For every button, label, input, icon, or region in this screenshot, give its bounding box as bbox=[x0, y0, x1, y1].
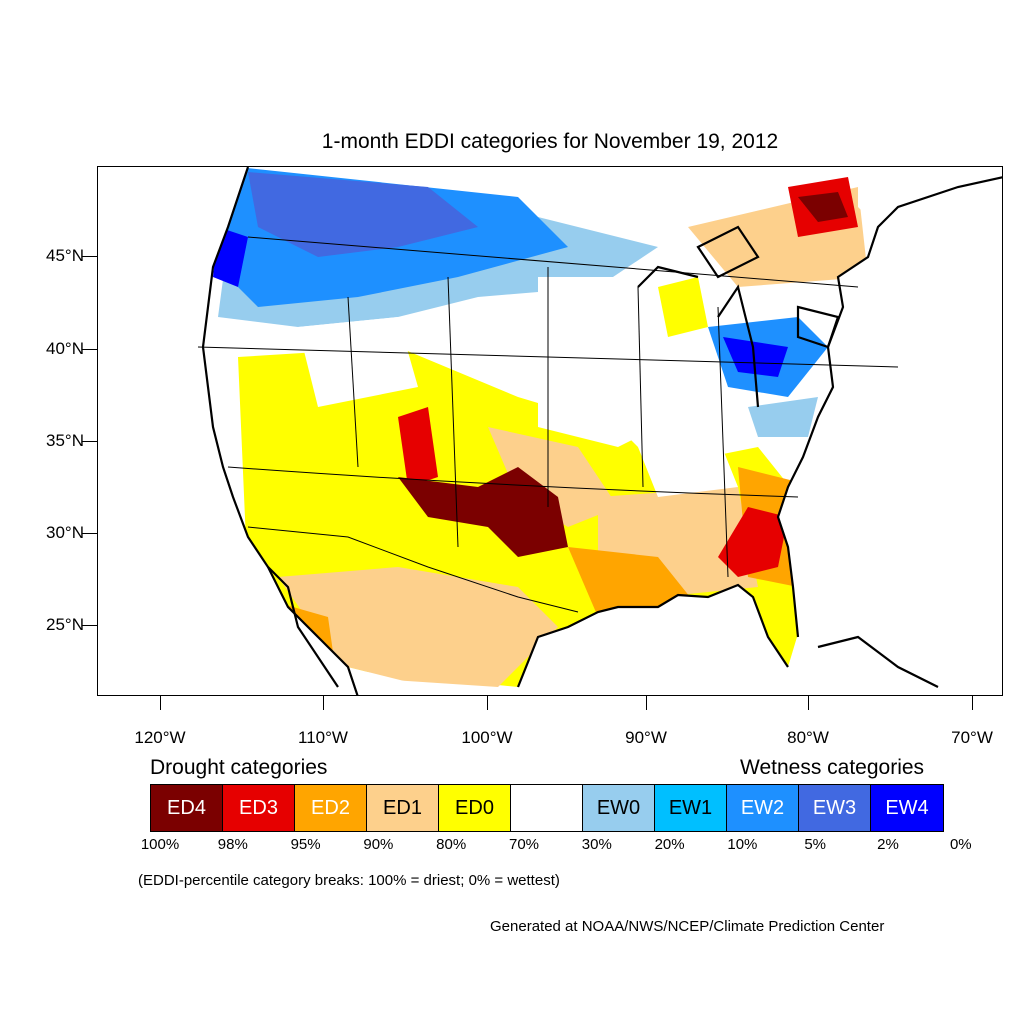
lat-label-30: 30°N bbox=[46, 523, 84, 542]
percentile-label: 70% bbox=[508, 836, 540, 853]
lon-label-100: 100°W bbox=[461, 728, 513, 747]
legend-box-ed0: ED0 bbox=[439, 785, 511, 831]
legend-box-ed1: ED1 bbox=[367, 785, 439, 831]
legend-box-ew2: EW2 bbox=[727, 785, 799, 831]
lon-label-110: 110°W bbox=[298, 728, 348, 747]
eddi-map bbox=[197, 167, 1002, 695]
lon-tick bbox=[323, 696, 324, 710]
legend-colorbar: ED4 ED3 ED2 ED1 ED0 EW0 EW1 EW2 EW3 EW4 bbox=[150, 784, 944, 832]
lon-tick bbox=[646, 696, 647, 710]
percentile-label: 30% bbox=[581, 836, 612, 853]
legend-box-ew0: EW0 bbox=[583, 785, 655, 831]
legend-box-ed4: ED4 bbox=[151, 785, 223, 831]
legend-box-ew3: EW3 bbox=[799, 785, 871, 831]
percentile-label: 100% bbox=[140, 836, 180, 853]
lat-tick bbox=[82, 441, 97, 442]
lon-label-70: 70°W bbox=[951, 728, 993, 747]
legend-box-ew4: EW4 bbox=[871, 785, 943, 831]
percentile-label: 95% bbox=[290, 836, 321, 853]
lat-label-40: 40°N bbox=[46, 339, 84, 358]
lon-tick bbox=[160, 696, 161, 710]
percentile-label: 2% bbox=[877, 836, 899, 853]
map-frame bbox=[97, 166, 1003, 696]
percentile-label: 80% bbox=[436, 836, 467, 853]
lon-label-80: 80°W bbox=[787, 728, 829, 747]
percentile-label: 10% bbox=[727, 836, 758, 853]
lat-label-25: 25°N bbox=[46, 615, 84, 634]
drought-heading: Drought categories bbox=[150, 756, 328, 779]
lon-label-120: 120°W bbox=[134, 728, 186, 747]
credit-line: Generated at NOAA/NWS/NCEP/Climate Predi… bbox=[490, 918, 885, 935]
lat-label-45: 45°N bbox=[46, 246, 84, 265]
lat-tick bbox=[82, 533, 97, 534]
map-title: 1-month EDDI categories for November 19,… bbox=[321, 130, 779, 153]
category-breaks-note: (EDDI-percentile category breaks: 100% =… bbox=[138, 872, 560, 889]
legend-box-ed3: ED3 bbox=[223, 785, 295, 831]
legend-box-normal bbox=[511, 785, 583, 831]
percentile-label: 20% bbox=[654, 836, 685, 853]
lat-tick bbox=[82, 625, 97, 626]
legend-box-ew1: EW1 bbox=[655, 785, 727, 831]
lon-label-90: 90°W bbox=[625, 728, 667, 747]
percentile-label: 0% bbox=[949, 836, 972, 853]
legend-box-ed2: ED2 bbox=[295, 785, 367, 831]
percentile-label: 98% bbox=[217, 836, 248, 853]
percentile-label: 5% bbox=[804, 836, 827, 853]
lon-tick bbox=[487, 696, 488, 710]
lat-tick bbox=[82, 349, 97, 350]
wetness-heading: Wetness categories bbox=[740, 756, 925, 779]
percentile-label: 90% bbox=[363, 836, 394, 853]
lat-label-35: 35°N bbox=[46, 431, 84, 450]
lon-tick bbox=[972, 696, 973, 710]
lat-tick bbox=[82, 256, 97, 257]
lon-tick bbox=[808, 696, 809, 710]
